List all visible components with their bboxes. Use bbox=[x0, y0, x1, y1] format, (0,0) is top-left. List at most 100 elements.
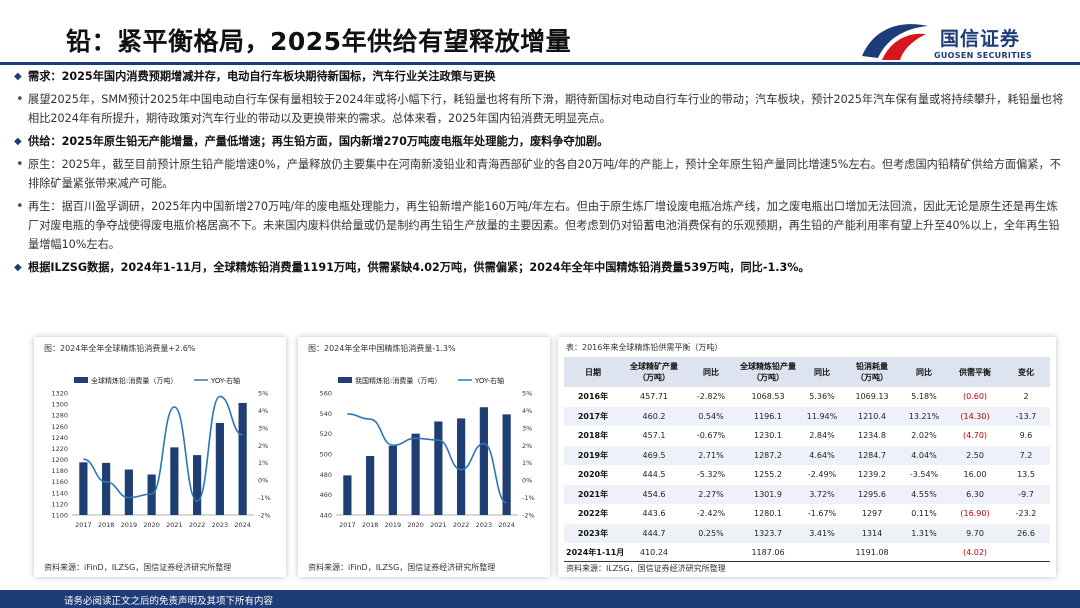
table-cell: 457.71 bbox=[640, 392, 668, 402]
table-cell: (4.70) bbox=[962, 431, 988, 441]
bar bbox=[457, 418, 466, 515]
table-cell: 1068.53 bbox=[751, 392, 785, 402]
page-title: 铅：紧平衡格局，2025年供给有望释放增量 bbox=[66, 27, 572, 56]
x-tick-label: 2020 bbox=[407, 521, 424, 529]
y-tick-label: 520 bbox=[320, 430, 332, 438]
table-row: 2022年 443.6 -2.42% 1280.1 -1.67% 1297 0.11% (16… bbox=[564, 504, 1050, 524]
table-cell: -5.32% bbox=[696, 470, 726, 480]
x-tick-label: 2017 bbox=[75, 521, 92, 529]
chart-caption: 图：2024年全年全球精炼铅消费量+2.6% bbox=[44, 344, 196, 353]
y-tick-label: 440 bbox=[320, 512, 332, 520]
table-cell: -2.82% bbox=[696, 392, 726, 402]
text-content: ◆ 需求：2025年国内消费预期增减并存，电动自行车板块期待新国标，汽车行业关注… bbox=[14, 67, 1064, 277]
table-cell: 444.7 bbox=[622, 523, 686, 543]
footer-bar: 请务必阅读正文之后的免责声明及其项下所有内容 bbox=[0, 590, 1080, 608]
table-cell: 1284.7 bbox=[844, 445, 900, 465]
table-cell: 1301.9 bbox=[736, 484, 800, 504]
bar bbox=[170, 447, 179, 515]
table-cell: 2.02% bbox=[911, 431, 937, 441]
y-tick-label: 480 bbox=[320, 471, 332, 479]
x-tick-label: 2023 bbox=[476, 521, 493, 529]
table-cell: 1239.2 bbox=[858, 470, 886, 480]
x-tick-label: 2022 bbox=[189, 521, 206, 529]
y-tick-label: 1280 bbox=[51, 412, 68, 420]
table-cell: 1287.2 bbox=[736, 445, 800, 465]
heading-text: 需求：2025年国内消费预期增减并存，电动自行车板块期待新国标，汽车行业关注政策… bbox=[28, 70, 496, 83]
x-tick-label: 2023 bbox=[212, 521, 229, 529]
legend-label: 我国精炼铅:消费量（万吨） bbox=[355, 376, 441, 385]
title-divider bbox=[0, 62, 1080, 65]
section-heading: ◆ 需求：2025年国内消费预期增减并存，电动自行车板块期待新国标，汽车行业关注… bbox=[14, 67, 1064, 86]
y2-tick-label: 3% bbox=[522, 424, 532, 432]
table-cell: -13.7 bbox=[1002, 406, 1050, 426]
table-cell: 6.30 bbox=[948, 484, 1002, 504]
table-cell: 3.72% bbox=[800, 484, 844, 504]
y-tick-label: 1300 bbox=[51, 401, 68, 409]
table-cell: 443.6 bbox=[642, 509, 666, 519]
x-tick-label: 2018 bbox=[362, 521, 379, 529]
table-cell: 4.64% bbox=[800, 445, 844, 465]
x-tick-label: 2022 bbox=[453, 521, 470, 529]
table-cell: 410.24 bbox=[640, 548, 668, 558]
table-cell: 1314 bbox=[844, 523, 900, 543]
legend-bar-swatch bbox=[338, 377, 352, 383]
table-cell: 1295.6 bbox=[844, 484, 900, 504]
diamond-bullet-icon: ◆ bbox=[14, 71, 22, 82]
table-cell: 2016年 bbox=[577, 392, 609, 402]
table-cell: 2017年 bbox=[564, 406, 622, 426]
y-tick-label: 500 bbox=[320, 451, 332, 459]
chart-source: 资料来源：iFinD，ILZSG，国信证券经济研究所整理 bbox=[308, 563, 496, 572]
table-cell: 454.6 bbox=[622, 484, 686, 504]
diamond-bullet-icon: ◆ bbox=[14, 136, 22, 147]
table-row: 2021年 454.6 2.27% 1301.9 3.72% 1295.6 4.55% 6.3… bbox=[564, 484, 1050, 504]
chart-china-consumption-plot: 我国精炼铅:消费量（万吨） YOY-右轴 440 460 480 500 520 540 560… bbox=[320, 376, 535, 529]
bar bbox=[388, 445, 397, 515]
legend-bar-swatch bbox=[74, 377, 88, 383]
y-tick-label: 1120 bbox=[51, 500, 68, 508]
y2-tick-label: 5% bbox=[258, 390, 268, 398]
section-heading: ◆ 根据ILZSG数据，2024年1-11月，全球精炼铅消费量1191万吨，供需… bbox=[14, 258, 1064, 277]
table-source: 资料来源：ILZSG，国信证券经济研究所整理 bbox=[566, 564, 726, 573]
table-row: 2020年 444.5 -5.32% 1255.2 -2.49% 1239.2 -3.54%… bbox=[564, 465, 1050, 485]
bar bbox=[366, 456, 375, 515]
dot-bullet-icon: • bbox=[16, 157, 24, 172]
bullet-text: 展望2025年，SMM预计2025年中国电动自行车保有量相较于2024年或将小幅… bbox=[28, 93, 1064, 125]
y-tick-label: 460 bbox=[320, 491, 332, 499]
table-cell: (16.90) bbox=[960, 509, 990, 519]
table-cell: 1187.06 bbox=[751, 548, 785, 558]
legend-label: YOY-右轴 bbox=[474, 376, 504, 385]
table-cell: 1234.8 bbox=[858, 431, 886, 441]
table-cell: 0.25% bbox=[686, 523, 736, 543]
table-cell: 4.55% bbox=[900, 484, 948, 504]
yoy-line bbox=[347, 413, 507, 504]
table-cell: 5.18% bbox=[911, 392, 937, 402]
table-header-cell: 日期 bbox=[564, 357, 622, 387]
table-cell: 1196.1 bbox=[736, 406, 800, 426]
x-tick-label: 2019 bbox=[385, 521, 402, 529]
table-row: 2018年 457.1 -0.67% 1230.1 2.84% 1234.8 2.02% (4… bbox=[564, 426, 1050, 446]
table-cell bbox=[1002, 543, 1050, 563]
table-caption: 表：2016年来全球精炼铅供需平衡（万吨） bbox=[566, 343, 723, 352]
bar bbox=[124, 469, 133, 515]
table-header-cell: 变化 bbox=[1002, 357, 1050, 387]
table-header-cell: 铅消耗量 （万吨） bbox=[844, 357, 900, 387]
chart-global-consumption-plot: 全球精炼铅:消费量（万吨） YOY-右轴 1100 1120 1140 1160 1180 1… bbox=[51, 376, 270, 529]
x-tick-label: 2020 bbox=[143, 521, 160, 529]
y2-tick-label: 0% bbox=[258, 477, 268, 485]
table-header-cell: 全球精矿产量 （万吨） bbox=[622, 357, 686, 387]
table-cell: 460.2 bbox=[622, 406, 686, 426]
table-cell: 2.84% bbox=[809, 431, 835, 441]
logo-text-cn: 国信证券 bbox=[940, 28, 1021, 50]
y-tick-label: 1260 bbox=[51, 423, 68, 431]
table-cell: 1210.4 bbox=[844, 406, 900, 426]
chart-source: 资料来源：iFinD，ILZSG，国信证券经济研究所整理 bbox=[44, 563, 232, 572]
x-tick-label: 2021 bbox=[166, 521, 183, 529]
table-cell bbox=[900, 543, 948, 563]
table-bottom-rule bbox=[564, 561, 1050, 562]
table-cell: 1323.7 bbox=[736, 523, 800, 543]
table-row: 2023年 444.7 0.25% 1323.7 3.41% 1314 1.31% 9.70 2… bbox=[564, 523, 1050, 543]
table-cell: 13.21% bbox=[900, 406, 948, 426]
table-cell: 444.5 bbox=[642, 470, 666, 480]
y-tick-label: 1100 bbox=[51, 512, 68, 520]
legend-label: 全球精炼铅:消费量（万吨） bbox=[91, 376, 177, 385]
